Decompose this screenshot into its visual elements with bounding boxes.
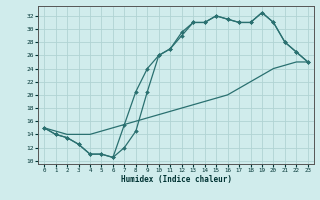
X-axis label: Humidex (Indice chaleur): Humidex (Indice chaleur)	[121, 175, 231, 184]
